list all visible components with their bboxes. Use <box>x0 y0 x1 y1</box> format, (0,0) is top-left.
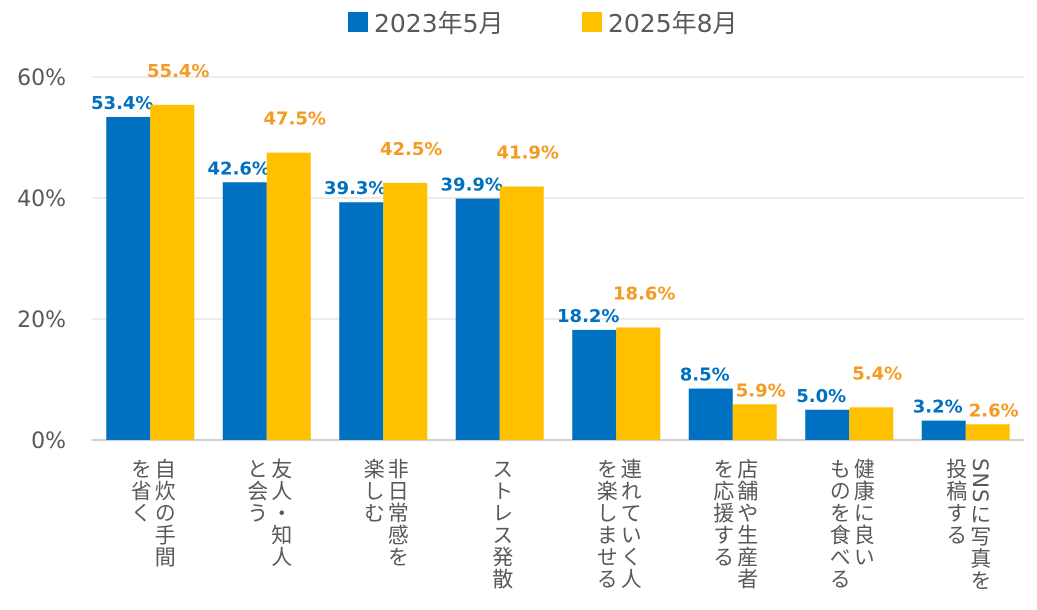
bar-2023 <box>572 329 617 440</box>
bar-2025 <box>150 104 195 440</box>
legend-swatch-2025 <box>582 12 602 32</box>
x-tick-label: 自炊の手間 を省く <box>128 458 177 568</box>
x-tick-label: 健康に良い ものを食べる <box>827 458 876 590</box>
data-label-2025: 41.9% <box>497 143 559 164</box>
data-label-2025: 2.6% <box>969 400 1019 421</box>
y-tick-label: 20% <box>17 308 66 333</box>
legend-label-2025: 2025年8月 <box>608 9 738 38</box>
data-label-2025: 18.6% <box>613 283 675 304</box>
bar-2025 <box>266 152 311 440</box>
bar-2025 <box>383 182 428 440</box>
legend-item-2023: 2023年5月 <box>348 4 504 40</box>
bar-2023 <box>222 182 267 440</box>
data-label-2023: 39.9% <box>441 175 503 196</box>
bar-2025 <box>499 186 544 440</box>
data-label-2023: 5.0% <box>796 386 846 407</box>
x-tick-label: 店舗や生産者 を応援する <box>710 458 759 590</box>
bar-2023 <box>688 388 733 440</box>
data-label-2025: 47.5% <box>264 109 326 130</box>
data-label-2025: 55.4% <box>147 61 209 82</box>
x-tick-label: 友人・知人 と会う <box>244 458 293 568</box>
bar-2023 <box>339 202 384 440</box>
x-tick-label: 連れていく人 を楽しませる <box>594 458 643 590</box>
data-label-2025: 5.9% <box>736 380 786 401</box>
legend-label-2023: 2023年5月 <box>374 9 504 38</box>
data-label-2023: 18.2% <box>557 306 619 327</box>
legend: 2023年5月 2025年8月 <box>0 4 1037 40</box>
y-tick-label: 40% <box>17 187 66 212</box>
data-label-2023: 8.5% <box>680 365 730 386</box>
y-tick-label: 0% <box>31 429 66 454</box>
bar-2025 <box>732 404 777 440</box>
bar-2025 <box>616 327 661 440</box>
data-label-2023: 42.6% <box>208 158 270 179</box>
data-label-2025: 5.4% <box>852 363 902 384</box>
legend-swatch-2023 <box>348 12 368 32</box>
legend-item-2025: 2025年8月 <box>582 4 738 40</box>
bar-2025 <box>965 424 1010 440</box>
data-label-2023: 3.2% <box>913 397 963 418</box>
data-label-2023: 39.3% <box>324 178 386 199</box>
x-tick-label: 非日常感を 楽しむ <box>361 458 410 568</box>
bar-2023 <box>106 116 151 441</box>
x-tick-label: ストレス発散 <box>489 458 514 590</box>
bar-2023 <box>921 420 966 440</box>
bar-2023 <box>805 409 850 440</box>
data-label-2023: 53.4% <box>91 93 153 114</box>
x-tick-label: SNSに写真を 投稿する <box>943 458 992 592</box>
y-tick-label: 60% <box>17 66 66 91</box>
bar-2025 <box>849 407 894 440</box>
bar-2023 <box>455 198 500 440</box>
data-label-2025: 42.5% <box>380 139 442 160</box>
